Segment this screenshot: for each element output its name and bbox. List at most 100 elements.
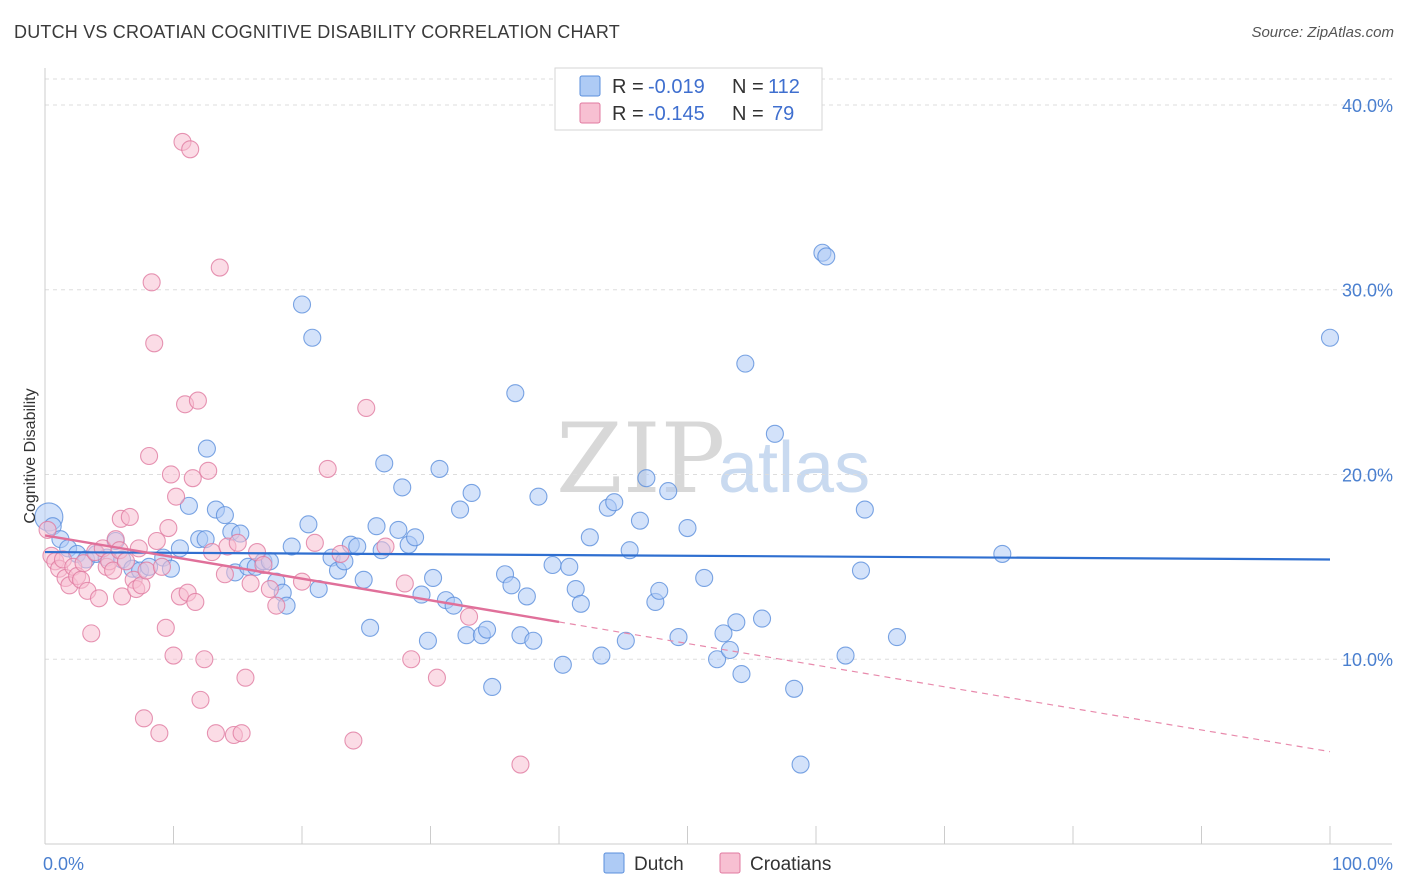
point-croatians xyxy=(228,533,247,552)
watermark-zip: ZIP xyxy=(556,403,725,515)
point-croatians xyxy=(181,140,200,159)
point-croatians xyxy=(260,579,279,599)
point-croatians xyxy=(167,487,186,506)
legend-r-value-croatians: -0.145 xyxy=(648,103,705,125)
point-dutch xyxy=(430,459,449,478)
point-dutch xyxy=(451,500,470,519)
point-croatians xyxy=(267,596,286,615)
legend-r-label-dutch: R = xyxy=(612,76,644,98)
point-dutch xyxy=(708,650,727,669)
trend-line-extension-croatians xyxy=(558,621,1331,753)
point-dutch xyxy=(367,517,386,536)
point-croatians xyxy=(120,507,139,527)
point-dutch xyxy=(571,594,590,613)
point-croatians xyxy=(318,459,337,478)
point-dutch xyxy=(215,506,234,525)
axes xyxy=(44,68,1392,845)
point-dutch xyxy=(678,519,697,538)
point-croatians xyxy=(104,561,123,580)
point-dutch xyxy=(354,570,373,589)
point-croatians xyxy=(305,533,324,552)
point-dutch xyxy=(650,581,669,600)
point-croatians xyxy=(427,668,446,687)
point-croatians xyxy=(74,554,93,573)
point-dutch xyxy=(637,469,656,488)
point-croatians xyxy=(156,618,175,637)
points-layer xyxy=(34,132,1340,774)
point-croatians xyxy=(113,587,132,606)
point-dutch xyxy=(483,677,502,697)
point-dutch xyxy=(580,528,599,547)
point-dutch xyxy=(553,655,572,674)
point-croatians xyxy=(161,465,180,484)
point-croatians xyxy=(152,557,171,576)
point-dutch xyxy=(560,557,579,576)
point-dutch xyxy=(616,631,635,650)
point-croatians xyxy=(357,398,376,418)
bottom-legend-label-croatians: Croatians xyxy=(750,854,831,875)
point-croatians xyxy=(254,555,273,575)
point-dutch xyxy=(170,539,189,558)
point-dutch xyxy=(765,424,784,443)
point-croatians xyxy=(241,574,260,593)
point-dutch xyxy=(375,454,394,473)
point-croatians xyxy=(206,724,225,743)
point-croatians xyxy=(210,258,229,277)
bottom-legend-swatch-dutch xyxy=(603,852,625,874)
chart-title: DUTCH VS CROATIAN COGNITIVE DISABILITY C… xyxy=(14,22,620,42)
point-dutch xyxy=(791,755,810,774)
point-dutch xyxy=(393,478,412,497)
point-dutch xyxy=(727,613,746,632)
point-dutch xyxy=(630,511,650,530)
point-dutch xyxy=(855,500,874,519)
legend-n-value-dutch: 112 xyxy=(768,76,800,98)
y-tick-labels: 10.0% 20.0% 30.0% 40.0% xyxy=(1342,96,1393,670)
point-dutch xyxy=(424,568,443,587)
y-tick-label: 20.0% xyxy=(1342,465,1393,485)
legend-n-label-croatians: N = xyxy=(732,103,764,125)
point-dutch xyxy=(736,354,755,373)
point-dutch xyxy=(524,631,543,650)
point-croatians xyxy=(395,574,414,593)
trend-line-dutch xyxy=(44,550,1331,561)
point-dutch xyxy=(179,496,198,515)
bottom-legend-label-dutch: Dutch xyxy=(634,854,684,875)
trend-line-croatians xyxy=(44,534,560,624)
point-dutch xyxy=(887,628,907,647)
point-croatians xyxy=(236,668,255,687)
x-tick-label: 0.0% xyxy=(43,854,84,874)
watermark: ZIP atlas xyxy=(556,403,870,515)
point-croatians xyxy=(116,552,136,571)
point-dutch xyxy=(851,561,871,580)
point-croatians xyxy=(199,461,218,480)
point-dutch xyxy=(292,295,312,314)
point-croatians xyxy=(191,690,210,709)
point-dutch xyxy=(457,626,476,645)
point-croatians xyxy=(137,561,156,580)
point-dutch xyxy=(993,544,1012,563)
point-dutch xyxy=(361,618,380,637)
point-dutch xyxy=(477,620,497,639)
point-dutch xyxy=(529,487,548,506)
legend-swatch-dutch xyxy=(579,75,601,97)
point-dutch xyxy=(462,483,481,503)
point-croatians xyxy=(159,519,178,538)
point-dutch xyxy=(669,628,688,647)
point-dutch xyxy=(389,520,408,539)
point-croatians xyxy=(511,755,530,774)
point-croatians xyxy=(164,646,183,665)
point-dutch xyxy=(299,515,318,534)
x-tick-label: 100.0% xyxy=(1332,854,1393,874)
point-croatians xyxy=(292,572,312,591)
point-croatians xyxy=(183,469,202,488)
legend-r-label-croatians: R = xyxy=(612,103,644,125)
point-croatians xyxy=(150,724,169,743)
point-croatians xyxy=(129,539,148,558)
point-dutch xyxy=(1320,328,1340,347)
point-dutch xyxy=(752,609,772,628)
point-croatians xyxy=(459,607,479,626)
point-croatians xyxy=(147,531,166,551)
point-croatians xyxy=(402,650,421,669)
point-dutch xyxy=(605,493,624,512)
legend-swatch-croatians xyxy=(579,102,601,124)
